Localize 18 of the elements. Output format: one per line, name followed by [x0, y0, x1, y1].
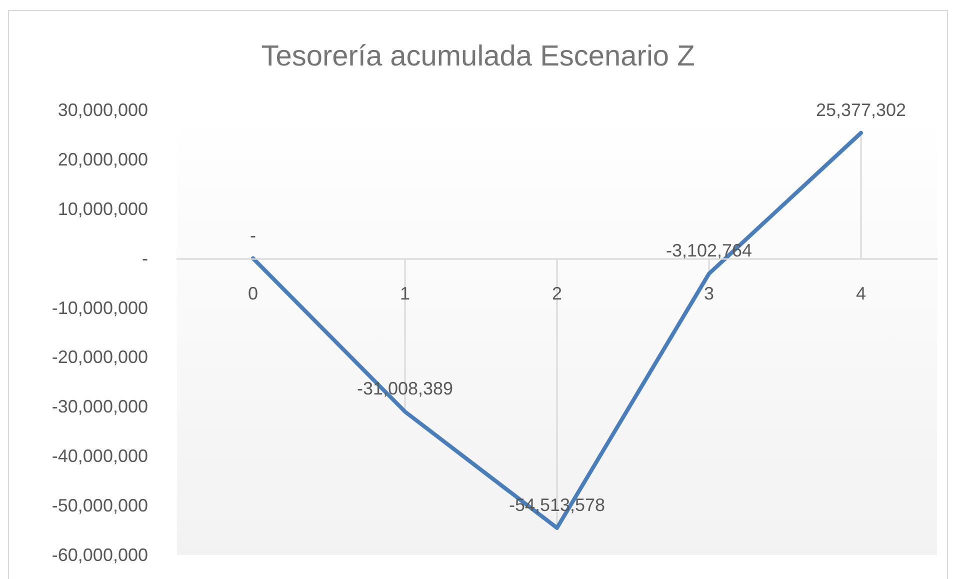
y-tick-label: 20,000,000 — [58, 149, 148, 170]
x-tick-label: 1 — [400, 283, 410, 304]
chart-title: Tesorería acumulada Escenario Z — [261, 40, 695, 72]
y-tick-label: -20,000,000 — [52, 347, 148, 368]
data-label: - — [250, 225, 256, 246]
y-tick-label: -30,000,000 — [52, 396, 148, 417]
y-tick-label: 10,000,000 — [58, 198, 148, 219]
x-tick-label: 3 — [704, 283, 714, 304]
x-tick-label: 2 — [552, 283, 562, 304]
data-label: 25,377,302 — [816, 100, 906, 120]
y-tick-label: -40,000,000 — [52, 446, 148, 466]
x-tick-label: 0 — [248, 283, 258, 304]
y-tick-label: - — [142, 248, 148, 268]
x-tick-label: 4 — [856, 283, 866, 304]
y-tick-label: -50,000,000 — [52, 496, 148, 516]
y-tick-label: 30,000,000 — [58, 100, 148, 120]
y-tick-label: -10,000,000 — [52, 298, 148, 318]
y-tick-label: -60,000,000 — [52, 545, 148, 565]
